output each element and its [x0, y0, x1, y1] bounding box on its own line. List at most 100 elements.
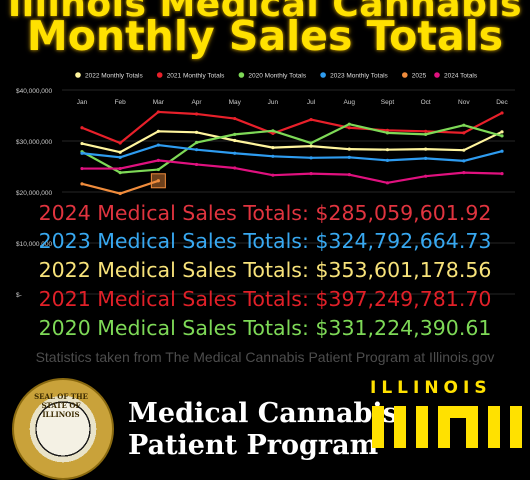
- data-point: [194, 162, 199, 167]
- series-line: [81, 110, 503, 145]
- data-point: [156, 158, 160, 162]
- x-tick-label: Oct: [421, 99, 431, 106]
- data-point: [156, 143, 160, 147]
- data-point: [233, 116, 237, 121]
- x-tick-label: Jul: [307, 99, 316, 106]
- program-line-2: Patient Program: [128, 430, 379, 461]
- series-line: [82, 159, 503, 184]
- data-point: [194, 148, 199, 152]
- data-point: [156, 129, 160, 133]
- data-point: [385, 131, 390, 135]
- data-point: [462, 148, 466, 152]
- logo-word: ILLINOIS: [370, 378, 492, 398]
- data-point: [156, 110, 160, 114]
- x-tick-label: Dec: [496, 99, 508, 106]
- series-line: [81, 130, 503, 154]
- data-point: [424, 132, 428, 136]
- y-tick-label: $20,000,000: [16, 190, 53, 197]
- data-point: [80, 151, 84, 155]
- data-point: [118, 150, 122, 154]
- data-point: [500, 134, 504, 138]
- legend-marker: [156, 72, 163, 78]
- data-point: [424, 147, 428, 151]
- data-point: [118, 155, 122, 159]
- data-point: [500, 149, 504, 153]
- data-point: [347, 126, 351, 130]
- data-point: [80, 141, 84, 146]
- total-2022: 2022 Medical Sales Totals: $353,601,178.…: [38, 258, 492, 282]
- source-note: Statistics taken from The Medical Cannab…: [35, 349, 495, 365]
- y-tick-label: $10,000,000: [16, 241, 53, 248]
- data-point: [118, 141, 122, 145]
- legend-label: 2025: [412, 73, 427, 80]
- data-point: [271, 146, 275, 150]
- legend-marker: [434, 72, 440, 78]
- title-line-2: Monthly Sales Totals: [26, 12, 504, 60]
- data-point: [462, 159, 466, 163]
- x-tick-label: Mar: [153, 99, 165, 106]
- data-point: [462, 131, 466, 135]
- data-point: [347, 122, 351, 126]
- total-2020: 2020 Medical Sales Totals: $331,224,390.…: [38, 316, 492, 340]
- legend-label: 2024 Totals: [444, 73, 478, 80]
- data-point: [118, 191, 122, 196]
- mcpp-logo-icon: [372, 406, 522, 448]
- data-point: [424, 156, 428, 160]
- x-tick-label: Aug: [343, 99, 355, 106]
- seal-text: SEAL OF THE STATE OF ILLINOIS: [34, 392, 88, 419]
- total-2024: 2024 Medical Sales Totals: $285,059,601.…: [38, 201, 492, 225]
- program-line-1: Medical Cannabis: [128, 398, 398, 429]
- x-axis-ticks: Jan Feb Mar Apr May Jun Jul Aug Sept Oct Nov Dec: [77, 99, 509, 106]
- data-point: [462, 123, 466, 127]
- data-point: [80, 166, 84, 171]
- legend-label: 2022 Monthly Totals: [85, 73, 143, 80]
- legend-marker: [75, 72, 81, 78]
- data-point: [500, 111, 504, 115]
- x-tick-label: Sept: [381, 99, 395, 106]
- data-point: [80, 182, 84, 186]
- y-axis-ticks: $40,000,000 $30,000,000 $20,000,000 $10,000…: [16, 88, 53, 299]
- series-line: [81, 143, 503, 162]
- data-point: [309, 156, 313, 160]
- data-point: [271, 173, 275, 177]
- legend-label: 2020 Monthly Totals: [248, 73, 306, 80]
- data-point: [271, 129, 275, 133]
- data-point: [462, 171, 466, 175]
- data-point: [156, 179, 160, 183]
- y-tick-label: $40,000,000: [16, 88, 53, 95]
- legend-marker: [238, 72, 245, 78]
- line-chart: 2022 Monthly Totals 2021 Monthly Totals 20…: [16, 72, 515, 299]
- data-point: [233, 138, 237, 143]
- data-point: [309, 141, 313, 145]
- legend-label: 2021 Monthly Totals: [167, 73, 225, 80]
- data-point: [233, 166, 237, 170]
- data-point: [271, 131, 275, 135]
- y-tick-label: $30,000,000: [16, 139, 53, 146]
- data-point: [194, 112, 199, 116]
- data-point: [156, 167, 160, 172]
- legend-marker: [320, 72, 326, 78]
- data-point: [347, 147, 351, 151]
- highlight-box: [150, 173, 166, 189]
- chart-highlight: [150, 173, 166, 189]
- chart-grid: [62, 89, 515, 295]
- chart-series: [80, 110, 504, 196]
- data-point: [424, 174, 428, 178]
- total-2021: 2021 Medical Sales Totals: $397,249,781.…: [38, 287, 492, 311]
- data-point: [500, 172, 504, 176]
- series-line: [81, 123, 503, 174]
- data-point: [271, 154, 275, 158]
- data-point: [309, 144, 313, 148]
- data-point: [385, 158, 390, 162]
- data-point: [194, 140, 199, 145]
- x-tick-label: Apr: [191, 99, 202, 106]
- data-point: [309, 172, 313, 176]
- data-point: [233, 151, 237, 155]
- data-point: [347, 155, 351, 159]
- x-tick-label: May: [229, 99, 242, 106]
- data-point: [385, 181, 390, 185]
- total-2023: 2023 Medical Sales Totals: $324,792,664.…: [38, 229, 492, 253]
- data-point: [233, 132, 237, 136]
- data-point: [80, 126, 84, 130]
- chart-legend: 2022 Monthly Totals 2021 Monthly Totals 20…: [75, 72, 478, 80]
